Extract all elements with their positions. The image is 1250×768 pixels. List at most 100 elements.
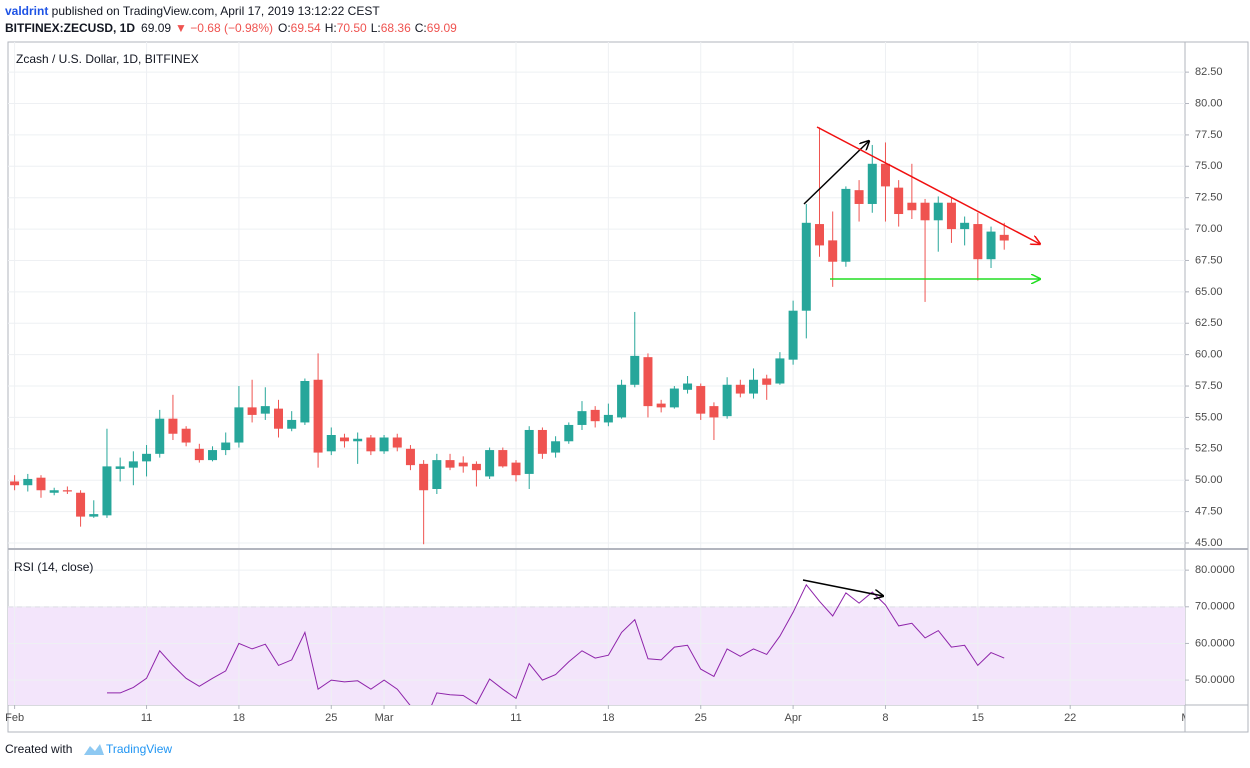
- candle-body: [683, 383, 693, 390]
- candle-body: [379, 437, 389, 452]
- x-tick-label: Mar: [375, 712, 394, 724]
- ohlc-value: 70.50: [337, 21, 367, 35]
- candle-body: [762, 378, 772, 385]
- candle-body: [168, 418, 178, 434]
- overbought-band: [8, 606, 1185, 705]
- candle-body: [551, 441, 561, 453]
- symbol: BITFINEX:ZECUSD, 1D: [5, 21, 135, 35]
- drawn-arrow[interactable]: [802, 579, 883, 596]
- x-tick-label: 11: [510, 712, 521, 724]
- candle-body: [392, 437, 402, 448]
- candle-body: [735, 384, 745, 394]
- y-tick-label: 72.50: [1195, 192, 1223, 204]
- y-tick-label: 65.00: [1195, 286, 1223, 298]
- candle-body: [23, 478, 33, 486]
- candle-body: [749, 379, 759, 394]
- candle-body: [643, 357, 653, 407]
- y-tick-label: 70.00: [1195, 223, 1223, 235]
- x-tick-label: 15: [972, 712, 984, 724]
- candle-body: [300, 381, 310, 423]
- candle-body: [524, 429, 534, 474]
- candle-body: [907, 202, 917, 211]
- candle-body: [669, 388, 679, 408]
- author[interactable]: valdrint: [5, 4, 48, 18]
- candle-body: [234, 407, 244, 443]
- candle-body: [867, 163, 877, 204]
- candle-body: [801, 222, 811, 311]
- candle-body: [709, 406, 719, 418]
- candle-body: [946, 202, 956, 230]
- candle-body: [511, 462, 521, 476]
- candle-body: [208, 450, 218, 461]
- axes: 45.00 47.50 50.00 52.50 55.00 57.50 60.00 62.50…: [1185, 66, 1235, 686]
- ohlc-label: C:: [415, 21, 427, 35]
- candle-body: [696, 386, 706, 414]
- candle-body: [353, 438, 363, 442]
- candle-body: [933, 202, 943, 221]
- candle-body: [49, 490, 59, 493]
- rsi-line: [107, 583, 1005, 705]
- rsi-pane: [8, 550, 1185, 705]
- symbol-line: BITFINEX:ZECUSD, 1D 69.09 ▼ −0.68 (−0.98%)…: [5, 21, 457, 35]
- candle-body: [828, 240, 838, 262]
- pane-title: RSI (14, close): [14, 560, 93, 574]
- candle-body: [142, 453, 152, 462]
- y-tick-label: 60.00: [1195, 349, 1223, 361]
- y-tick-label: 77.50: [1195, 129, 1223, 141]
- y-tick-label: 70.0000: [1195, 601, 1235, 613]
- candle-body: [471, 463, 481, 471]
- y-tick-label: 50.0000: [1195, 674, 1235, 686]
- y-tick-label: 80.00: [1195, 97, 1223, 109]
- candle-body: [326, 434, 336, 452]
- candle-body: [986, 231, 996, 260]
- candle-body: [894, 187, 904, 215]
- candle-body: [115, 466, 125, 469]
- candle-body: [128, 461, 138, 468]
- candle-body: [419, 463, 429, 491]
- candle-body: [366, 437, 376, 452]
- x-tick-label: 18: [602, 712, 614, 724]
- x-tick-label: Apr: [785, 712, 802, 724]
- candle-body: [590, 409, 600, 422]
- footer-brand[interactable]: TradingView: [106, 742, 172, 756]
- candle-body: [498, 450, 508, 467]
- last-price: 69.09: [141, 21, 171, 35]
- candle-body: [603, 414, 613, 423]
- x-tick-label: 8: [882, 712, 888, 724]
- price-pane: [8, 42, 1185, 548]
- drawn-arrow[interactable]: [803, 141, 869, 205]
- candle-body: [287, 419, 297, 429]
- pane-title: Zcash / U.S. Dollar, 1D, BITFINEX: [16, 52, 199, 66]
- drawn-trendline[interactable]: [816, 126, 1040, 244]
- candle-body: [630, 355, 640, 385]
- candle-body: [247, 407, 257, 415]
- candle-body: [775, 358, 785, 384]
- header-line: valdrint published on TradingView.com, A…: [5, 4, 380, 18]
- candle-body: [432, 460, 442, 489]
- y-tick-label: 52.50: [1195, 443, 1223, 455]
- candle-body: [181, 428, 191, 443]
- candle-body: [854, 190, 864, 204]
- footer-prefix: Created with: [5, 742, 72, 756]
- ohlc-label: H:: [325, 21, 337, 35]
- x-tick-label: 25: [325, 712, 337, 724]
- candle-body: [62, 490, 72, 492]
- ohlc-label: L:: [371, 21, 381, 35]
- y-tick-label: 45.00: [1195, 537, 1223, 549]
- ohlc-label: O:: [278, 21, 291, 35]
- candle-body: [221, 442, 231, 451]
- candle-body: [260, 406, 270, 414]
- x-tick-label: 11: [141, 712, 152, 724]
- y-tick-label: 82.50: [1195, 66, 1223, 78]
- candle-body: [841, 188, 851, 262]
- time-axis: Feb 11 18 25 Mar 11 18 25 Apr 8 15 22 Ma: [5, 705, 1185, 724]
- y-tick-label: 57.50: [1195, 380, 1223, 392]
- candle-body: [577, 411, 587, 425]
- y-tick-label: 55.00: [1195, 411, 1223, 423]
- candle-body: [339, 437, 349, 442]
- y-tick-label: 60.0000: [1195, 637, 1235, 649]
- candle-body: [880, 163, 890, 187]
- candle-body: [458, 462, 468, 467]
- ohlc-value: 69.54: [291, 21, 321, 35]
